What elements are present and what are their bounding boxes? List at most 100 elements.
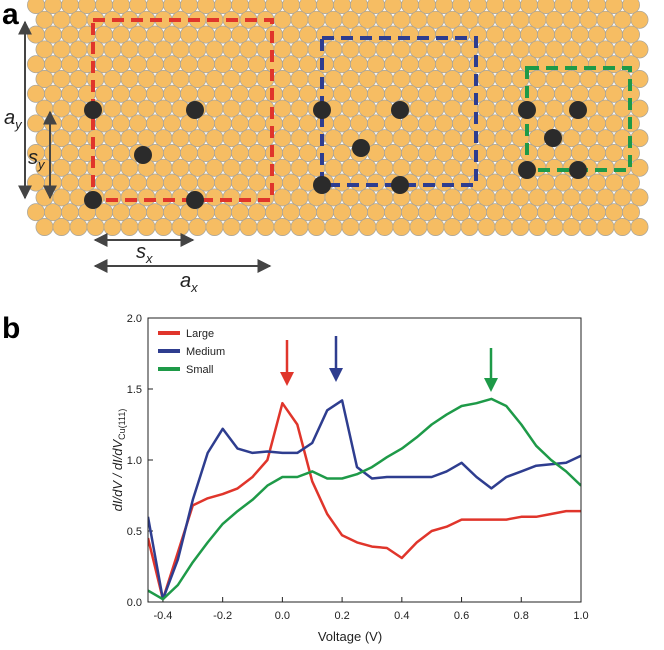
substrate-atom (188, 70, 207, 88)
substrate-atom (350, 25, 368, 44)
substrate-atom (630, 40, 649, 59)
substrate-atom (341, 10, 360, 29)
substrate-atom (299, 25, 317, 44)
substrate-atom (486, 144, 504, 162)
substrate-atom (528, 218, 547, 236)
substrate-atom (52, 129, 71, 148)
substrate-atom (622, 0, 640, 14)
substrate-atom (537, 144, 555, 162)
substrate-atom (367, 55, 385, 74)
peak-arrows (280, 336, 498, 392)
substrate-atom (579, 40, 598, 59)
substrate-atom (562, 40, 581, 59)
substrate-atom (605, 203, 623, 222)
substrate-atom (392, 70, 411, 88)
substrate-atom (435, 25, 453, 44)
substrate-atom (307, 218, 326, 236)
substrate-atom (197, 55, 215, 74)
label-main: s (28, 147, 38, 169)
substrate-atom (120, 218, 139, 236)
substrate-atom (171, 129, 190, 148)
substrate-atom (112, 144, 130, 162)
dimension-label: sy (28, 147, 46, 172)
substrate-atom (554, 114, 572, 133)
substrate-atom (27, 25, 45, 44)
substrate-atom (418, 173, 436, 192)
dimension-arrows (18, 20, 272, 273)
substrate-atom (248, 114, 266, 133)
substrate-atom (494, 188, 513, 207)
substrate-atom (469, 203, 487, 222)
substrate-atom (61, 144, 79, 162)
substrate-atom (171, 158, 190, 177)
substrate-atom (452, 114, 470, 133)
substrate-atom (333, 203, 351, 222)
substrate-atom (222, 218, 241, 236)
substrate-atom (511, 10, 530, 29)
substrate-atom (61, 114, 79, 133)
substrate-atom (588, 203, 606, 222)
substrate-atom (401, 55, 419, 74)
substrate-atom (418, 203, 436, 222)
substrate-atom (61, 55, 79, 74)
substrate-atom (137, 40, 156, 59)
substrate-atom (486, 203, 504, 222)
substrate-atom (562, 218, 581, 236)
substrate-atom (341, 70, 360, 88)
substrate-atom (367, 144, 385, 162)
substrate-atom (528, 40, 547, 59)
substrate-atom (435, 203, 453, 222)
substrate-atom (69, 218, 88, 236)
substrate-atom (554, 144, 572, 162)
substrate-atom (137, 218, 156, 236)
substrate-atom (290, 10, 309, 29)
substrate-atom (630, 10, 649, 29)
substrate-atom (350, 84, 368, 103)
substrate-atom (239, 188, 258, 207)
substrate-atom (571, 84, 589, 103)
substrate-atom (537, 203, 555, 222)
substrate-atom (52, 10, 71, 29)
substrate-atom (120, 129, 139, 148)
substrate-atom (384, 203, 402, 222)
substrate-atom (392, 10, 411, 29)
substrate-atom (239, 40, 258, 59)
substrate-atom (282, 84, 300, 103)
x-tick-label: 1.0 (573, 610, 588, 622)
substrate-atom (290, 129, 309, 148)
substrate-atom (95, 25, 113, 44)
substrate-atom (562, 10, 581, 29)
substrate-atom (180, 173, 198, 192)
substrate-atom (537, 25, 555, 44)
substrate-atom (562, 70, 581, 88)
substrate-atom (282, 203, 300, 222)
substrate-atom (579, 70, 598, 88)
x-tick-label: 0.2 (334, 610, 349, 622)
substrate-atom (205, 70, 224, 88)
substrate-atom (537, 84, 555, 103)
substrate-atom (367, 203, 385, 222)
substrate-atom (316, 144, 334, 162)
substrate-atom (180, 144, 198, 162)
substrate-atom (452, 25, 470, 44)
substrate-atom (95, 55, 113, 74)
substrate-atom (52, 70, 71, 88)
substrate-atom (103, 188, 122, 207)
substrate-atom (358, 158, 377, 177)
substrate-atom (248, 203, 266, 222)
substrate-atom (545, 158, 564, 177)
substrate-atom (163, 84, 181, 103)
substrate-atom (69, 10, 88, 29)
substrate-atom (477, 70, 496, 88)
substrate-atom (146, 55, 164, 74)
substrate-atom (528, 129, 547, 148)
substrate-atom (350, 203, 368, 222)
label-main: a (180, 270, 191, 292)
substrate-atom (443, 129, 462, 148)
substrate-atom (44, 173, 62, 192)
substrate-atom (61, 25, 79, 44)
substrate-atom (146, 25, 164, 44)
substrate-atom (426, 218, 445, 236)
substrate-atom (520, 25, 538, 44)
substrate-atom (477, 99, 496, 118)
